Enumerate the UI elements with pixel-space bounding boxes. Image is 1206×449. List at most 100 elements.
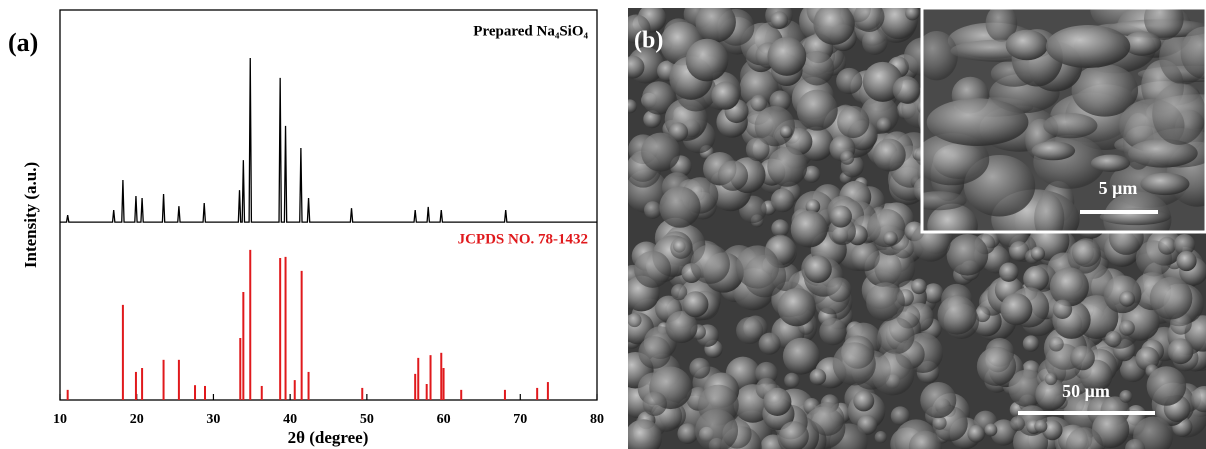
sem-grain bbox=[804, 255, 832, 284]
inset-grain bbox=[1071, 64, 1139, 117]
sem-grain bbox=[1105, 330, 1122, 348]
sem-grain bbox=[695, 8, 736, 43]
inset-grain bbox=[922, 133, 990, 186]
sem-grain bbox=[628, 419, 663, 449]
sem-grain bbox=[813, 8, 855, 45]
sem-grain bbox=[809, 368, 827, 386]
sem-grain bbox=[876, 117, 892, 133]
inset-grain bbox=[922, 191, 967, 211]
sem-grain bbox=[999, 262, 1019, 282]
legend-label: JCPDS NO. 78-1432 bbox=[458, 231, 588, 247]
sem-grain bbox=[826, 277, 852, 303]
sem-grain bbox=[805, 199, 821, 214]
inset-grain bbox=[1090, 154, 1131, 172]
panel-label: (b) bbox=[634, 28, 663, 54]
sem-grain bbox=[638, 336, 672, 369]
inset-grain bbox=[1152, 83, 1206, 145]
sem-grain bbox=[745, 137, 770, 162]
sem-grain bbox=[1042, 419, 1063, 441]
inset-grain bbox=[1045, 25, 1131, 68]
sem-grain bbox=[628, 99, 637, 114]
sem-grain bbox=[779, 125, 793, 139]
sem-grain bbox=[829, 205, 852, 228]
sem-grain bbox=[840, 150, 855, 165]
sem-grain bbox=[1034, 419, 1048, 433]
sem-grain bbox=[767, 37, 807, 76]
sem-grain bbox=[1125, 438, 1146, 449]
legend-label: Prepared Na₄SiO₄ bbox=[473, 23, 588, 39]
sem-grain bbox=[642, 81, 676, 115]
sem-grain bbox=[770, 11, 789, 29]
sem-grain bbox=[717, 160, 749, 191]
sem-grain bbox=[803, 165, 821, 183]
sem-grain bbox=[1167, 338, 1194, 365]
inset-grain bbox=[985, 8, 1018, 42]
inset-grain bbox=[1140, 172, 1190, 196]
sem-grain bbox=[866, 282, 905, 322]
sem-grain bbox=[755, 361, 778, 385]
sem-grain bbox=[641, 132, 681, 172]
sem-grain bbox=[770, 188, 795, 213]
sem-grain bbox=[837, 105, 870, 139]
sem-grain bbox=[937, 295, 977, 335]
sem-grain bbox=[853, 8, 885, 33]
x-tick-label: 70 bbox=[513, 412, 527, 427]
sem-grain bbox=[1030, 246, 1046, 261]
sem-grain bbox=[1149, 276, 1193, 320]
xrd-pattern bbox=[60, 57, 597, 223]
sem-grain bbox=[892, 76, 921, 104]
sem-grain bbox=[923, 283, 944, 304]
sem-grain bbox=[1157, 236, 1176, 255]
sem-grain bbox=[790, 210, 828, 248]
inset-grain bbox=[926, 98, 1029, 146]
sem-grain bbox=[628, 313, 642, 328]
sem-grain bbox=[976, 346, 1017, 386]
sem-grain bbox=[1044, 372, 1058, 386]
sem-grain bbox=[1119, 320, 1135, 336]
sem-grain bbox=[920, 382, 957, 419]
sem-grain bbox=[1191, 385, 1206, 413]
sem-grain bbox=[862, 29, 888, 55]
sem-grain bbox=[1173, 233, 1196, 256]
x-tick-label: 20 bbox=[130, 412, 144, 427]
sem-grain bbox=[883, 231, 898, 246]
sem-grain bbox=[1146, 366, 1187, 406]
scale-bar-label: 5 μm bbox=[1099, 178, 1138, 198]
sem-grain bbox=[872, 138, 906, 172]
sem-grain bbox=[1010, 416, 1025, 432]
sem-grain bbox=[967, 425, 985, 443]
sem-grain bbox=[1000, 293, 1033, 326]
x-tick-label: 40 bbox=[283, 412, 297, 427]
sem-grain bbox=[1119, 389, 1133, 403]
sem-grain bbox=[659, 186, 701, 228]
sem-grain bbox=[685, 38, 729, 82]
sem-grain bbox=[634, 250, 672, 288]
inset-grain bbox=[1043, 113, 1098, 139]
sem-grain bbox=[1009, 241, 1030, 262]
sem-grain bbox=[784, 372, 800, 389]
sem-grain bbox=[836, 67, 863, 95]
sem-grain bbox=[628, 55, 645, 79]
sem-grain bbox=[670, 284, 688, 301]
sem-grain bbox=[743, 254, 787, 298]
sem-grain bbox=[1071, 238, 1101, 267]
inset-grain bbox=[1128, 138, 1198, 168]
scale-bar-label: 50 μm bbox=[1062, 381, 1110, 401]
inset-grain bbox=[922, 30, 958, 81]
panel-label: (a) bbox=[8, 28, 38, 57]
sem-grain bbox=[908, 430, 942, 449]
inset-grain bbox=[1034, 193, 1065, 232]
sem-grain bbox=[1176, 250, 1197, 272]
sem-inset bbox=[922, 8, 1206, 232]
sem-grain bbox=[799, 50, 835, 86]
sem-grain bbox=[946, 234, 989, 276]
sem-grain bbox=[984, 423, 998, 437]
y-axis-label: Intensity (a.u.) bbox=[21, 162, 40, 268]
sem-grain bbox=[739, 68, 779, 108]
plot-frame bbox=[59, 9, 598, 401]
inset-grain bbox=[1123, 31, 1162, 56]
inset-grain bbox=[1005, 29, 1049, 61]
sem-grain bbox=[690, 244, 730, 284]
x-tick-label: 60 bbox=[437, 412, 451, 427]
